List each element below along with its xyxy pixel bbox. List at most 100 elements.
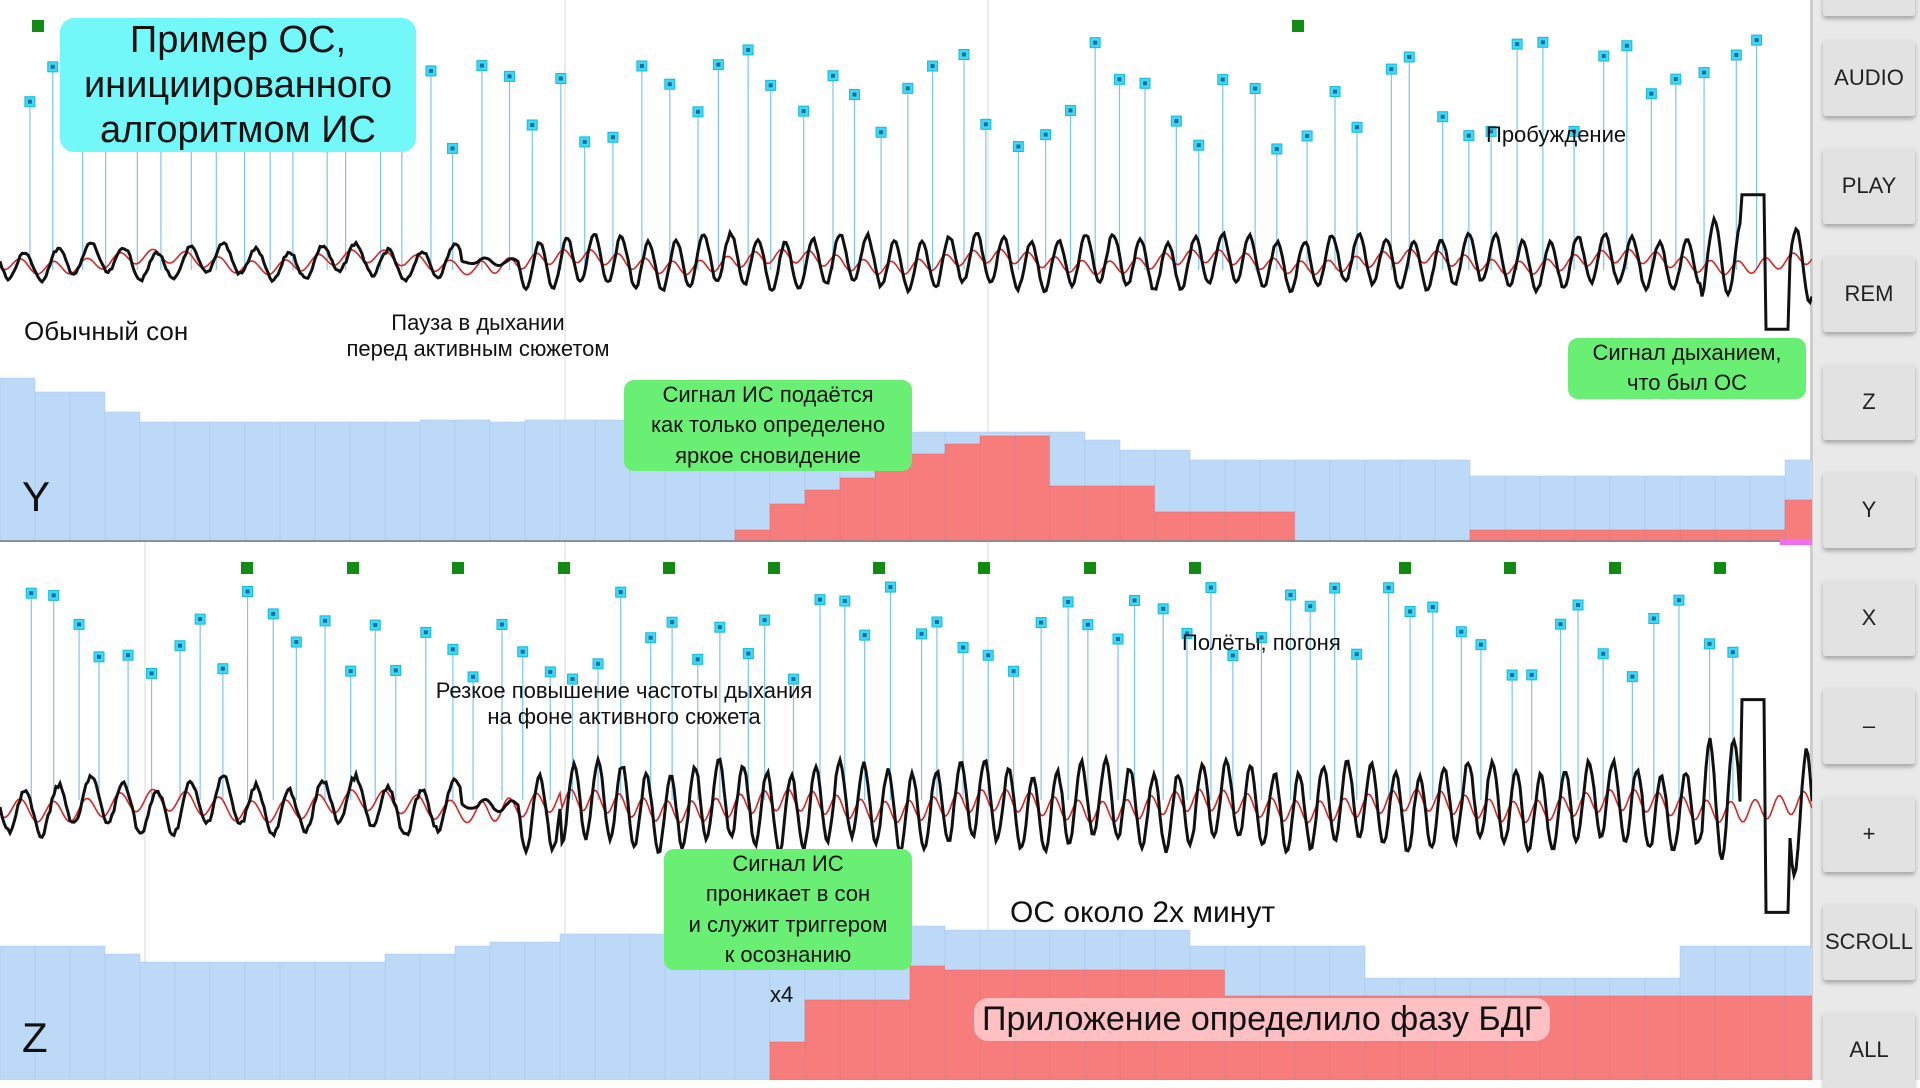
play-button[interactable]: PLAY xyxy=(1823,148,1915,224)
panel-y-marker-core xyxy=(582,139,587,144)
panel-y-stage-blue-bar xyxy=(1294,459,1331,541)
x-axis-button[interactable]: X xyxy=(1823,580,1915,656)
panel-y-marker-core xyxy=(1333,89,1338,94)
panel-y-marker-core xyxy=(1355,125,1360,130)
panel-z-marker-core xyxy=(499,622,504,627)
panel-z-marker-core xyxy=(393,668,398,673)
panel-y-stage-blue-bar xyxy=(454,419,491,541)
panel-z-stage-blue-bar xyxy=(384,953,421,1080)
annotation-breath-rate: Резкое повышение частоты дыхания на фоне … xyxy=(435,678,813,730)
panel-z-marker-core xyxy=(1408,609,1413,614)
panel-z-stage-red-bar xyxy=(1574,995,1611,1080)
panel-z-marker-core xyxy=(126,653,131,658)
panel-z-marker-core xyxy=(471,674,476,679)
panel-y-stage-red-bar xyxy=(1469,529,1506,541)
panel-z-marker-core xyxy=(1011,669,1016,674)
panel-z-stage-blue-bar xyxy=(629,933,666,1080)
panel-y-marker-core xyxy=(1117,77,1122,82)
panel-z-marker-core xyxy=(1184,631,1189,636)
panel-y-stage-red-bar xyxy=(979,435,1016,541)
panel-y-stage-red-bar xyxy=(1119,485,1156,541)
scroll-up-button[interactable] xyxy=(1823,0,1915,16)
panel-y-marker-core xyxy=(1601,54,1606,59)
panel-z-stage-red-bar xyxy=(909,965,946,1080)
panel-z-marker-core xyxy=(1259,635,1264,640)
zoom-in-button[interactable]: + xyxy=(1823,796,1915,872)
all-button[interactable]: ALL xyxy=(1823,1012,1915,1088)
panel-z-stage-blue-bar xyxy=(0,945,36,1080)
panel-y-stage-blue-bar xyxy=(69,391,106,541)
panel-z-marker-core xyxy=(96,654,101,659)
panel-y-stage-red-bar xyxy=(1714,529,1751,541)
panel-y-stage-blue-bar xyxy=(244,421,281,541)
annotation-title: Пример ОС, инициированного алгоритмом ИС xyxy=(60,18,416,153)
panel-y-marker-core xyxy=(1440,114,1445,119)
panel-y-breath-signal xyxy=(0,193,1812,331)
panel-y-marker-core xyxy=(1466,133,1471,138)
panel-z-marker-core xyxy=(271,611,276,616)
panel-z-marker-core xyxy=(1288,592,1293,597)
panel-y-marker-core xyxy=(610,135,615,140)
panel-z-marker-core xyxy=(1308,604,1313,609)
panel-z-marker-core xyxy=(51,593,56,598)
panel-z-marker-core xyxy=(1039,620,1044,625)
panel-z-marker-core xyxy=(548,669,553,674)
panel-y-stage-red-bar xyxy=(1784,499,1812,541)
panel-z-marker-core xyxy=(1576,602,1581,607)
panel-z-marker-core xyxy=(77,622,82,627)
panel-y-stage-red-bar xyxy=(1084,485,1121,541)
panel-z-marker-core xyxy=(1510,673,1515,678)
panel-y-marker-core xyxy=(1624,43,1629,48)
panel-y-marker-core xyxy=(1702,70,1707,75)
panel-z-marker-core xyxy=(520,649,525,654)
panel-z-marker-core xyxy=(1085,622,1090,627)
panel-y-marker-core xyxy=(1407,54,1412,59)
panel-z-stage-blue-bar xyxy=(594,933,631,1080)
annotation-normal-sleep: Обычный сон xyxy=(24,316,189,346)
panel-z-marker-core xyxy=(450,647,455,652)
panel-z-green-marker xyxy=(241,562,253,574)
panel-y-stage-blue-bar xyxy=(104,411,141,541)
panel-z-marker-core xyxy=(717,625,722,630)
panel-y-marker-core xyxy=(746,47,751,52)
panel-y-marker-core xyxy=(1043,132,1048,137)
rem-button[interactable]: REM xyxy=(1823,256,1915,332)
panel-y-stage-blue-bar xyxy=(34,391,71,541)
panel-z-marker-core xyxy=(1601,651,1606,656)
panel-y-stage-blue-bar xyxy=(1329,459,1366,541)
panel-y-marker-core xyxy=(1540,40,1545,45)
panel-y-stage-red-bar xyxy=(1644,529,1681,541)
control-sidebar: AUDIO PLAY REM Z Y X – + SCROLL ALL xyxy=(1812,0,1920,1088)
panel-y-stage-blue-bar xyxy=(1469,475,1506,541)
panel-z-marker-core xyxy=(1161,606,1166,611)
annotation-signal-penetrates: Сигнал ИС проникает в сон и служит триггер… xyxy=(664,849,912,971)
panel-y-marker-core xyxy=(1274,146,1279,151)
panel-y-stage-blue-bar xyxy=(1539,475,1576,541)
panel-z-marker-core xyxy=(1529,672,1534,677)
panel-y-stage-blue-bar xyxy=(1364,459,1401,541)
y-axis-button[interactable]: Y xyxy=(1823,472,1915,548)
panel-y-marker-core xyxy=(1196,143,1201,148)
panel-z-green-marker xyxy=(1504,562,1516,574)
panel-y-stage-red-bar xyxy=(909,453,946,541)
panel-z-marker-core xyxy=(220,666,225,671)
audio-button[interactable]: AUDIO xyxy=(1823,40,1915,116)
panel-z-marker-core xyxy=(348,669,353,674)
panel-z-stage-blue-bar xyxy=(489,941,526,1080)
panel-y-marker-core xyxy=(930,64,935,69)
panel-z-green-marker xyxy=(978,562,990,574)
panel-y-marker-core xyxy=(1754,38,1759,43)
panel-y-marker-core xyxy=(831,73,836,78)
panel-z-marker-core xyxy=(961,645,966,650)
panel-z-green-marker xyxy=(558,562,570,574)
panel-z-marker-core xyxy=(245,589,250,594)
panel-y-marker-core xyxy=(879,130,884,135)
scroll-button[interactable]: SCROLL xyxy=(1823,904,1915,980)
panel-z-stage-blue-bar xyxy=(34,945,71,1080)
zoom-out-button[interactable]: – xyxy=(1823,688,1915,764)
panel-y-marker-core xyxy=(1673,77,1678,82)
annotation-signal-sent: Сигнал ИС подаётся как только определено я… xyxy=(624,380,912,472)
panel-label-z: Z xyxy=(22,1014,48,1061)
panel-z-stage-blue-bar xyxy=(139,961,176,1080)
z-axis-button[interactable]: Z xyxy=(1823,364,1915,440)
